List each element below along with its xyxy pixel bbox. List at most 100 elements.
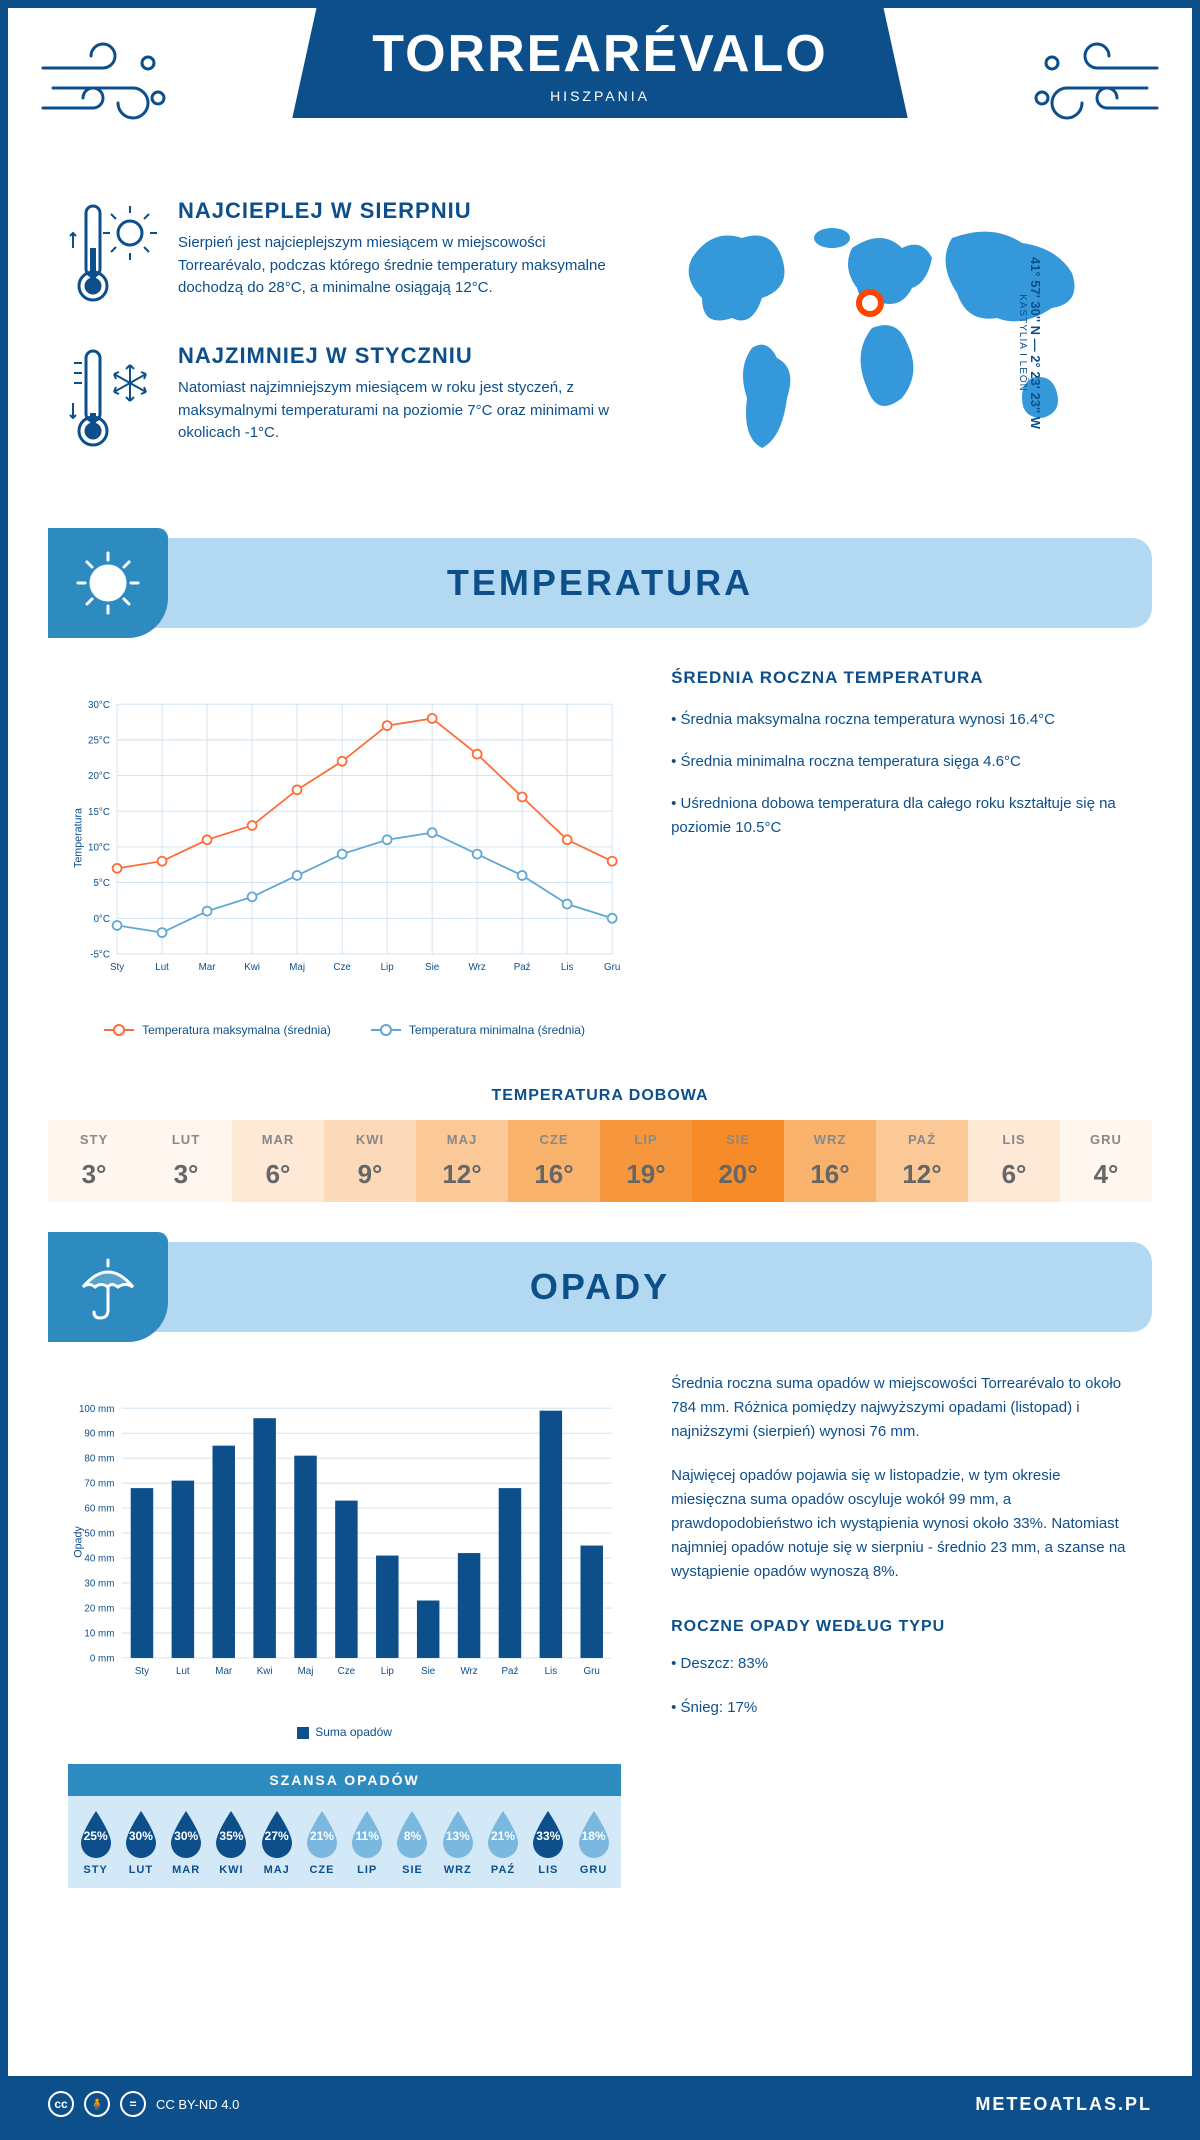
daily-value: 19° [600, 1159, 692, 1190]
chance-cell: 21% PAŹ [480, 1808, 525, 1876]
daily-value: 12° [416, 1159, 508, 1190]
daily-value: 16° [784, 1159, 876, 1190]
thermometer-snow-icon [68, 343, 158, 458]
temp-summary-title: ŚREDNIA ROCZNA TEMPERATURA [671, 668, 1132, 688]
daily-month: LIS [968, 1132, 1060, 1147]
raindrop-icon: 8% [392, 1808, 432, 1858]
svg-text:Opady: Opady [72, 1526, 84, 1558]
svg-text:20°C: 20°C [88, 771, 110, 782]
temperature-chart-wrap: -5°C0°C5°C10°C15°C20°C25°C30°CStyLutMarK… [68, 668, 621, 1037]
daily-cell: MAR 6° [232, 1120, 324, 1202]
temperature-line-chart: -5°C0°C5°C10°C15°C20°C25°C30°CStyLutMarK… [68, 668, 621, 1008]
svg-text:0 mm: 0 mm [90, 1654, 114, 1665]
chance-cell: 13% WRZ [435, 1808, 480, 1876]
daily-value: 3° [140, 1159, 232, 1190]
chance-month: SIE [390, 1864, 435, 1876]
daily-value: 4° [1060, 1159, 1152, 1190]
chance-cell: 18% GRU [571, 1808, 616, 1876]
coordinates: 41° 57' 30'' N — 2° 23' 23'' W KASTYLIA … [1017, 203, 1043, 483]
svg-text:Sie: Sie [425, 962, 440, 973]
precip-legend: Suma opadów [68, 1725, 621, 1739]
temperature-summary: ŚREDNIA ROCZNA TEMPERATURA • Średnia mak… [671, 668, 1132, 1037]
svg-text:70 mm: 70 mm [84, 1479, 114, 1490]
raindrop-icon: 21% [302, 1808, 342, 1858]
chance-value: 13% [446, 1829, 470, 1843]
chance-month: LIS [526, 1864, 571, 1876]
daily-month: PAŹ [876, 1132, 968, 1147]
chance-cell: 27% MAJ [254, 1808, 299, 1876]
svg-text:20 mm: 20 mm [84, 1604, 114, 1615]
precip-type-title: ROCZNE OPADY WEDŁUG TYPU [671, 1614, 1132, 1640]
raindrop-icon: 33% [528, 1808, 568, 1858]
svg-text:-5°C: -5°C [90, 950, 110, 961]
svg-text:Lip: Lip [381, 962, 395, 973]
nd-icon: = [120, 2091, 146, 2117]
legend-max: Temperatura maksymalna (średnia) [104, 1023, 331, 1037]
chance-month: LIP [345, 1864, 390, 1876]
precipitation-summary: Średnia roczna suma opadów w miejscowośc… [671, 1372, 1132, 1888]
daily-month: STY [48, 1132, 140, 1147]
chance-month: KWI [209, 1864, 254, 1876]
svg-text:Sty: Sty [135, 1666, 149, 1677]
hottest-text: Sierpień jest najcieplejszym miesiącem w… [178, 232, 612, 300]
raindrop-icon: 27% [257, 1808, 297, 1858]
svg-text:Mar: Mar [199, 962, 217, 973]
svg-text:Lut: Lut [155, 962, 169, 973]
svg-text:Kwi: Kwi [257, 1666, 273, 1677]
legend-min: Temperatura minimalna (średnia) [371, 1023, 585, 1037]
daily-month: LUT [140, 1132, 232, 1147]
legend-min-label: Temperatura minimalna (średnia) [409, 1023, 585, 1037]
cc-icon: cc [48, 2091, 74, 2117]
chance-cell: 35% KWI [209, 1808, 254, 1876]
daily-cell: LIP 19° [600, 1120, 692, 1202]
svg-text:Gru: Gru [604, 962, 620, 973]
chance-value: 27% [265, 1829, 289, 1843]
daily-value: 9° [324, 1159, 416, 1190]
world-map-icon [652, 198, 1132, 478]
daily-cell: KWI 9° [324, 1120, 416, 1202]
country-subtitle: HISZPANIA [372, 88, 827, 104]
chance-row: 25% STY 30% LUT 30% MAR 35% KWI [68, 1796, 621, 1888]
svg-text:40 mm: 40 mm [84, 1554, 114, 1565]
location-title: TORREARÉVALO [372, 24, 827, 84]
daily-month: KWI [324, 1132, 416, 1147]
chance-month: LUT [118, 1864, 163, 1876]
world-map-wrap: 41° 57' 30'' N — 2° 23' 23'' W KASTYLIA … [652, 198, 1132, 488]
chance-month: MAR [164, 1864, 209, 1876]
svg-text:Lut: Lut [176, 1666, 190, 1677]
temperature-banner: TEMPERATURA [48, 538, 1152, 628]
legend-max-label: Temperatura maksymalna (średnia) [142, 1023, 331, 1037]
precip-legend-label: Suma opadów [315, 1725, 392, 1739]
daily-cell: GRU 4° [1060, 1120, 1152, 1202]
svg-text:Lis: Lis [545, 1666, 558, 1677]
precipitation-banner: OPADY [48, 1242, 1152, 1332]
chance-cell: 21% CZE [299, 1808, 344, 1876]
svg-text:90 mm: 90 mm [84, 1429, 114, 1440]
daily-cell: CZE 16° [508, 1120, 600, 1202]
temp-bullet-0: • Średnia maksymalna roczna temperatura … [671, 708, 1132, 732]
footer-site: METEOATLAS.PL [975, 2094, 1152, 2115]
daily-cell: WRZ 16° [784, 1120, 876, 1202]
chance-value: 8% [404, 1829, 421, 1843]
daily-month: WRZ [784, 1132, 876, 1147]
raindrop-icon: 18% [574, 1808, 614, 1858]
temp-bullet-2: • Uśredniona dobowa temperatura dla całe… [671, 792, 1132, 840]
svg-text:Wrz: Wrz [460, 1666, 477, 1677]
raindrop-icon: 30% [166, 1808, 206, 1858]
chance-month: CZE [299, 1864, 344, 1876]
daily-temp-table: STY 3° LUT 3° MAR 6° KWI 9° MAJ 12° CZE … [48, 1120, 1152, 1202]
sun-icon [48, 528, 168, 638]
svg-text:10°C: 10°C [88, 842, 110, 853]
svg-text:Cze: Cze [333, 962, 351, 973]
daily-value: 12° [876, 1159, 968, 1190]
umbrella-icon [48, 1232, 168, 1342]
chance-value: 35% [219, 1829, 243, 1843]
svg-text:Sty: Sty [110, 962, 124, 973]
coldest-block: NAJZIMNIEJ W STYCZNIU Natomiast najzimni… [68, 343, 612, 458]
daily-month: SIE [692, 1132, 784, 1147]
coldest-text: Natomiast najzimniejszym miesiącem w rok… [178, 377, 612, 445]
hottest-block: NAJCIEPLEJ W SIERPNIU Sierpień jest najc… [68, 198, 612, 313]
svg-text:Lis: Lis [561, 962, 574, 973]
by-icon: 🧍 [84, 2091, 110, 2117]
header-banner: TORREARÉVALO HISZPANIA [292, 6, 907, 118]
